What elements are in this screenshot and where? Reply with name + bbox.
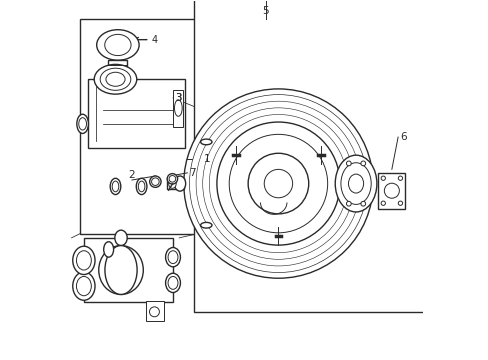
Ellipse shape (94, 64, 137, 94)
Circle shape (360, 201, 365, 206)
Ellipse shape (165, 273, 180, 293)
Circle shape (196, 101, 360, 266)
Ellipse shape (73, 246, 95, 275)
Circle shape (217, 122, 339, 245)
Ellipse shape (104, 34, 131, 55)
Ellipse shape (200, 139, 211, 145)
Ellipse shape (165, 248, 180, 267)
Ellipse shape (348, 174, 363, 193)
Ellipse shape (99, 246, 143, 294)
Circle shape (264, 169, 292, 198)
Ellipse shape (73, 272, 95, 300)
Circle shape (346, 161, 350, 166)
Ellipse shape (100, 68, 130, 90)
Ellipse shape (136, 178, 146, 194)
Circle shape (203, 108, 353, 259)
Ellipse shape (110, 178, 121, 194)
Ellipse shape (76, 251, 91, 270)
Circle shape (209, 114, 347, 253)
Circle shape (167, 174, 177, 184)
Circle shape (384, 183, 399, 198)
Ellipse shape (112, 181, 119, 192)
Text: 1: 1 (203, 154, 210, 163)
Text: 6: 6 (399, 132, 406, 142)
Text: 4: 4 (152, 35, 158, 45)
Bar (145, 301, 164, 321)
Circle shape (247, 153, 308, 214)
Circle shape (380, 201, 385, 205)
Ellipse shape (340, 163, 370, 204)
Bar (84, 238, 173, 302)
Text: 7: 7 (189, 168, 195, 178)
Bar (108, 60, 127, 72)
Ellipse shape (79, 118, 86, 130)
Ellipse shape (168, 276, 178, 289)
Ellipse shape (168, 251, 178, 264)
Bar (88, 79, 185, 148)
Ellipse shape (200, 222, 211, 228)
Circle shape (380, 176, 385, 180)
Ellipse shape (115, 230, 127, 246)
Bar (378, 173, 405, 208)
Circle shape (149, 307, 159, 317)
Ellipse shape (106, 72, 125, 86)
Circle shape (183, 89, 372, 278)
Ellipse shape (77, 114, 88, 134)
Bar (80, 19, 198, 234)
Circle shape (189, 95, 366, 273)
Text: 5: 5 (262, 6, 269, 16)
Ellipse shape (76, 276, 91, 296)
Circle shape (169, 176, 175, 182)
Ellipse shape (138, 181, 144, 192)
Circle shape (397, 176, 402, 180)
Circle shape (397, 201, 402, 205)
Ellipse shape (335, 155, 376, 212)
Ellipse shape (103, 242, 113, 257)
Text: 3: 3 (175, 93, 181, 103)
Circle shape (149, 176, 161, 187)
Circle shape (151, 178, 159, 185)
Ellipse shape (97, 30, 139, 60)
Ellipse shape (105, 246, 137, 294)
Text: 2: 2 (128, 170, 135, 180)
Circle shape (346, 201, 350, 206)
Ellipse shape (168, 179, 176, 188)
Bar (173, 90, 183, 127)
Circle shape (229, 134, 327, 233)
Text: 3: 3 (175, 93, 181, 103)
Ellipse shape (174, 100, 182, 116)
Bar (194, 0, 488, 312)
Circle shape (360, 161, 365, 166)
Bar (166, 178, 183, 189)
Ellipse shape (174, 176, 185, 191)
